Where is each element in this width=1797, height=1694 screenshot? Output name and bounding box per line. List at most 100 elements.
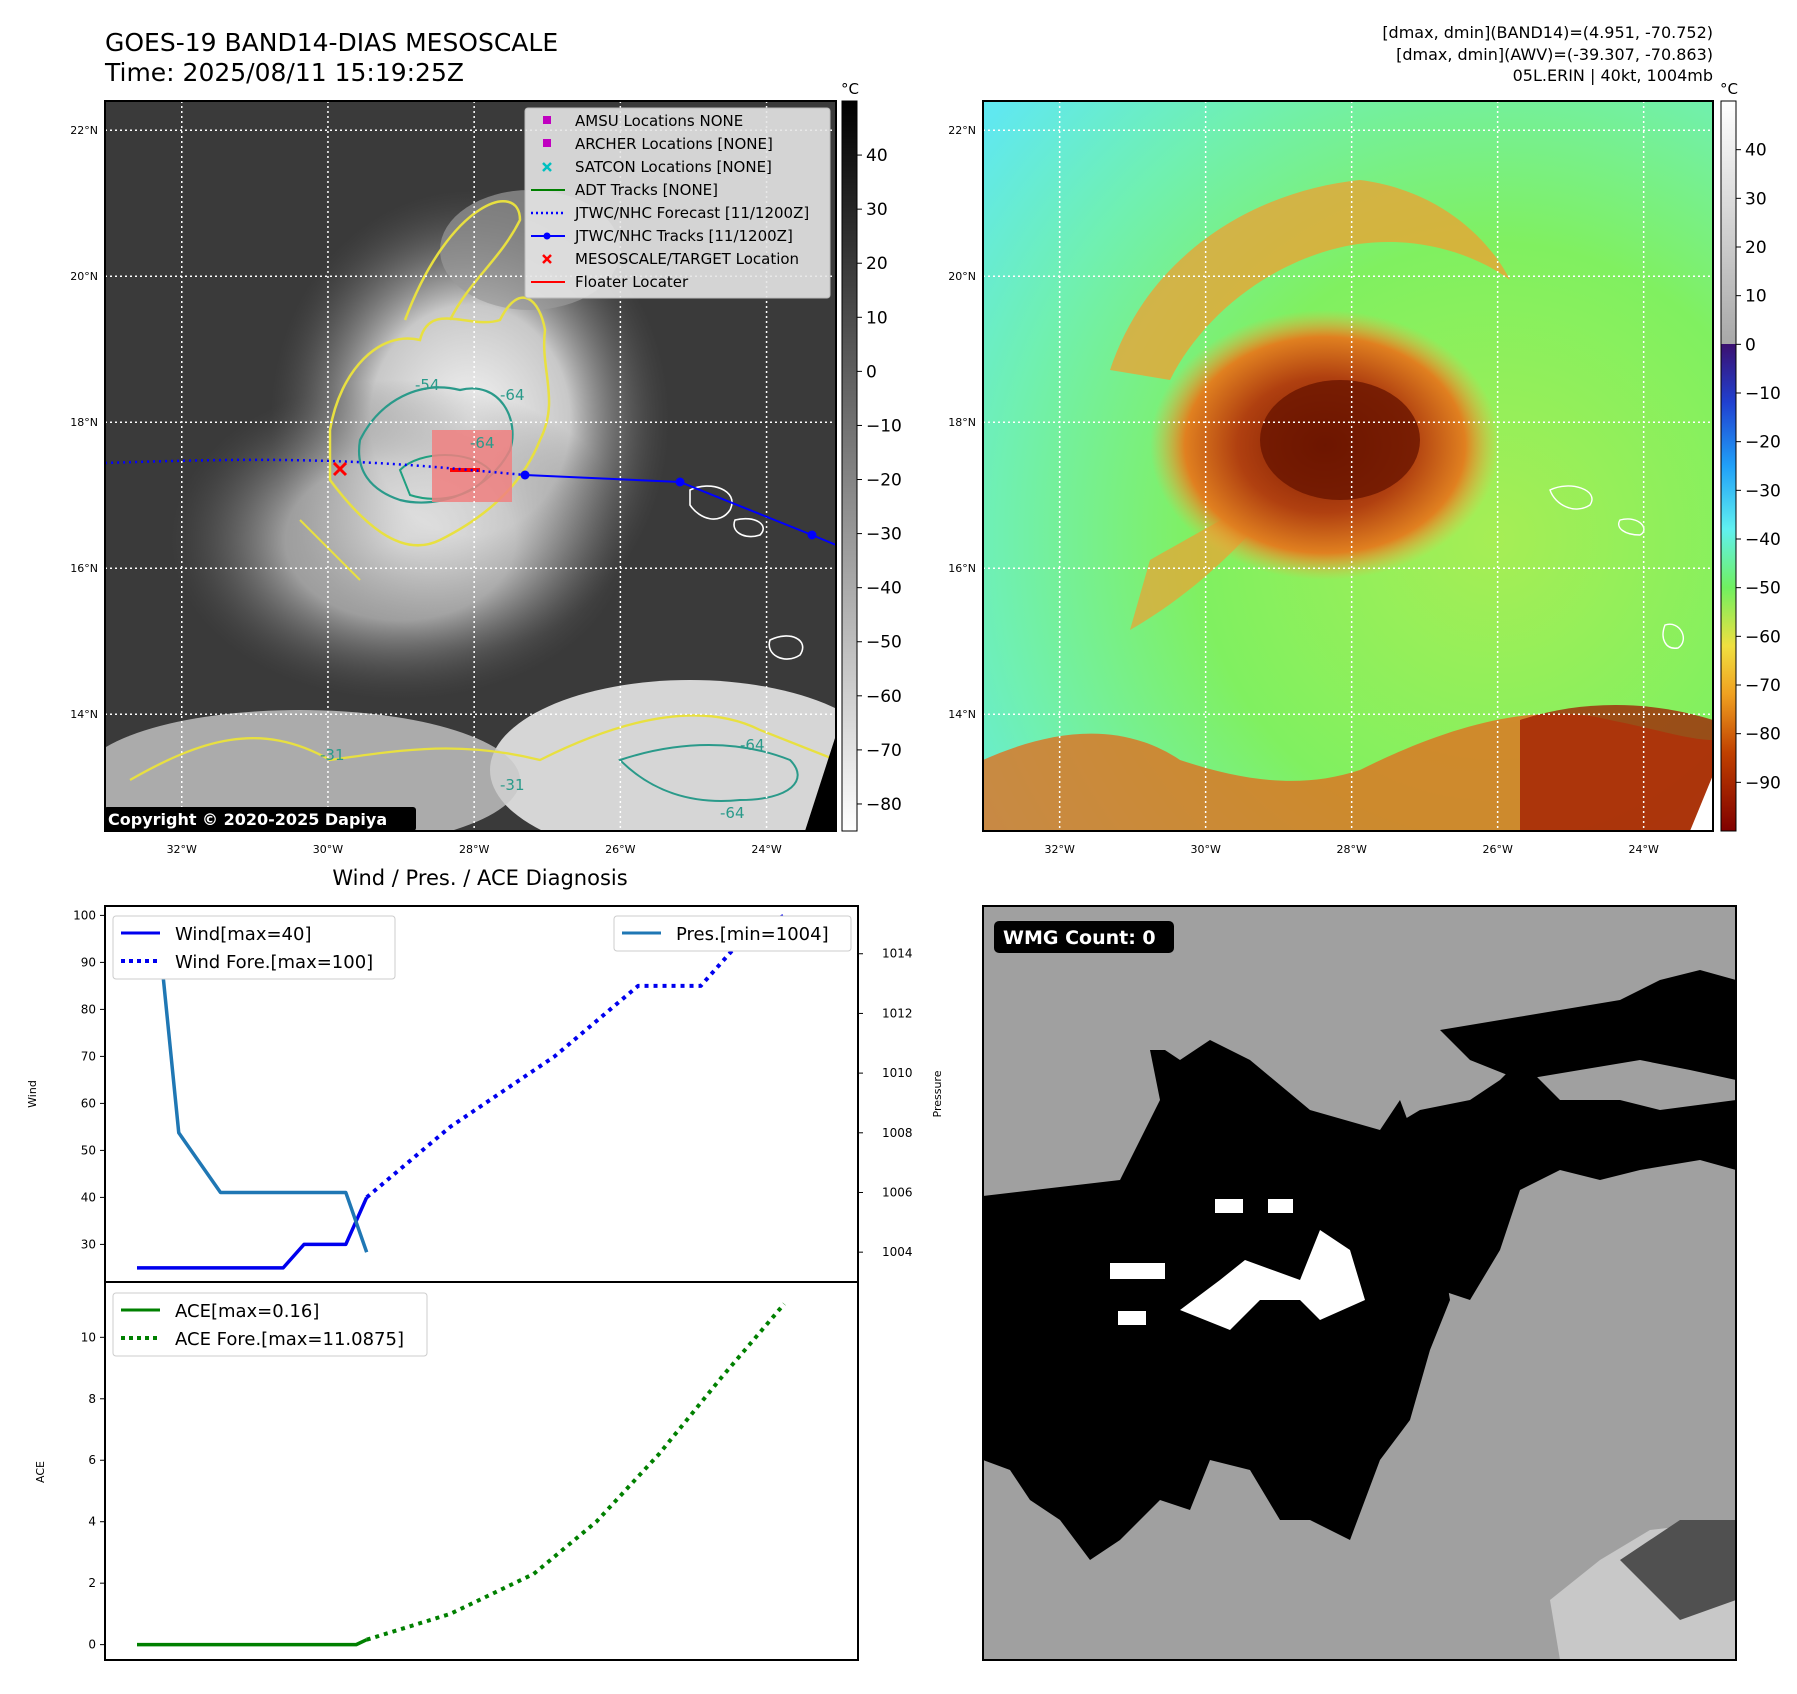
ace-legend-label: ACE[max=0.16] (175, 1301, 319, 1322)
y-tick-label: 80 (81, 1002, 96, 1016)
figure-time: Time: 2025/08/11 15:19:25Z (104, 58, 464, 87)
ir-cloud-south (170, 380, 630, 700)
colorbar-tick-label: −10 (866, 416, 902, 436)
wmg-warm-spot-1 (1180, 1230, 1365, 1330)
colorbar-tick-label: −40 (866, 579, 902, 599)
y-tick-label: 70 (81, 1049, 96, 1063)
contour-teal-band (618, 744, 799, 802)
series-line-2-0 (137, 1638, 368, 1647)
wmg-dark-corner (1620, 1520, 1736, 1620)
legend-marker-square (543, 139, 551, 147)
awv-lon-label: 30°W (1190, 843, 1220, 856)
map-legend: AMSU Locations NONE ARCHER Locations [NON… (524, 107, 831, 299)
series-line-1-0 (137, 922, 369, 1253)
forecast-track-line (105, 458, 526, 477)
pres-legend-box (613, 915, 852, 952)
wind-legend: Wind[max=40] Wind Fore.[max=100] (112, 915, 396, 980)
awv-colorbar-frame (1720, 100, 1737, 832)
colorbar-tick-label: −50 (866, 633, 902, 653)
wmg-warm-spot-3 (1118, 1311, 1146, 1325)
wind-legend-label: Wind[max=40] (175, 924, 312, 945)
ir-tracks (105, 458, 836, 546)
wmg-warm-spot-4 (1215, 1199, 1243, 1213)
best-track-point (807, 530, 817, 540)
ace-fore-legend-label: ACE Fore.[max=11.0875] (175, 1329, 404, 1350)
ir-colorbar (841, 100, 858, 832)
colorbar-tick-label: −60 (1745, 627, 1781, 647)
awv-lat-label: 22°N (948, 124, 976, 137)
awv-lat-label: 14°N (948, 708, 976, 721)
legend-label: AMSU Locations NONE (575, 112, 743, 130)
ir-lon-label: 28°W (459, 843, 489, 856)
y2-tick-label: 1012 (882, 1006, 913, 1020)
contour-white-island-1 (689, 485, 733, 520)
ir-lat-label: 14°N (70, 708, 98, 721)
awv-lat-label: 16°N (948, 562, 976, 575)
legend-box (524, 107, 831, 299)
contour-label: -54 (415, 376, 440, 394)
legend-marker-square (543, 116, 551, 124)
colorbar-tick-label: −30 (866, 525, 902, 545)
y2-tick-label: 1008 (882, 1126, 913, 1140)
colorbar-tick-label: 30 (1745, 189, 1767, 209)
colorbar-tick-label: 10 (866, 308, 888, 328)
ir-colorbar-unit: °C (841, 80, 859, 98)
awv-lon-label: 26°W (1482, 843, 1512, 856)
ir-contour-labels: -54 -64 -64 -31 -64 -31 -64 (320, 376, 765, 822)
awv-island-outline-3 (1662, 623, 1684, 649)
copyright-box (104, 807, 416, 831)
colorbar-tick-label: −20 (866, 471, 902, 491)
awv-colorbar-lower (1721, 344, 1736, 831)
y-tick-label: 0 (88, 1638, 96, 1652)
ir-cloud-band-se (490, 680, 836, 831)
ir-map-frame (104, 100, 837, 832)
awv-lon-label: 24°W (1628, 843, 1658, 856)
legend-label: JTWC/NHC Forecast [11/1200Z] (574, 204, 809, 222)
y2-tick-label: 1004 (882, 1245, 913, 1259)
y-tick-label: 2 (88, 1576, 96, 1590)
y-tick-label: 90 (81, 955, 96, 969)
best-track-point (675, 477, 685, 487)
wmg-panel: WMG Count: 0 (983, 906, 1736, 1660)
best-track-line (524, 474, 836, 546)
ir-lat-label: 16°N (70, 562, 98, 575)
wmg-count-label: WMG Count: 0 (1003, 927, 1156, 949)
colorbar-tick-label: 0 (1745, 335, 1756, 355)
colorbar-tick-label: −60 (866, 687, 902, 707)
awv-spiral-band-north (1110, 180, 1510, 380)
contour-label: -31 (500, 776, 525, 794)
awv-lon-label: 32°W (1044, 843, 1074, 856)
contour-yellow-band (129, 714, 836, 781)
contour-yellow-main (328, 296, 551, 547)
legend-marker-x (542, 162, 552, 172)
awv-island-outline-1 (1549, 485, 1593, 510)
best-track-point (520, 470, 530, 480)
contour-yellow-tail (299, 519, 361, 581)
contour-label: -31 (320, 746, 345, 764)
awv-colorbar-upper (1721, 101, 1736, 344)
awv-lat-label: 20°N (948, 270, 976, 283)
ir-lon-label: 30°W (313, 843, 343, 856)
wind-legend-box (112, 915, 396, 980)
y-tick-label: 100 (73, 908, 96, 922)
wind-fore-legend-label: Wind Fore.[max=100] (175, 952, 373, 973)
legend-label: SATCON Locations [NONE] (575, 158, 772, 176)
colorbar-tick-label: −70 (1745, 676, 1781, 696)
ir-lat-label: 22°N (70, 124, 98, 137)
wmg-count-box (994, 921, 1174, 953)
wmg-cold-cloud-ne (1440, 970, 1736, 1080)
ir-lat-label: 18°N (70, 416, 98, 429)
pressure-ylabel: Pressure (931, 1070, 944, 1117)
diagnosis-title: Wind / Pres. / ACE Diagnosis (332, 866, 627, 890)
awv-range: [dmax, dmin](AWV)=(-39.307, -70.863) (1396, 45, 1713, 64)
wind-ylabel: Wind (26, 1080, 39, 1108)
y-tick-label: 30 (81, 1237, 96, 1251)
awv-core-dark (1260, 380, 1420, 500)
series-line-2-1 (366, 1302, 786, 1642)
legend-label: ARCHER Locations [NONE] (575, 135, 773, 153)
contour-white-island-2 (733, 517, 764, 538)
ir-lon-label: 26°W (605, 843, 635, 856)
mesoscale-target-box (432, 430, 512, 502)
